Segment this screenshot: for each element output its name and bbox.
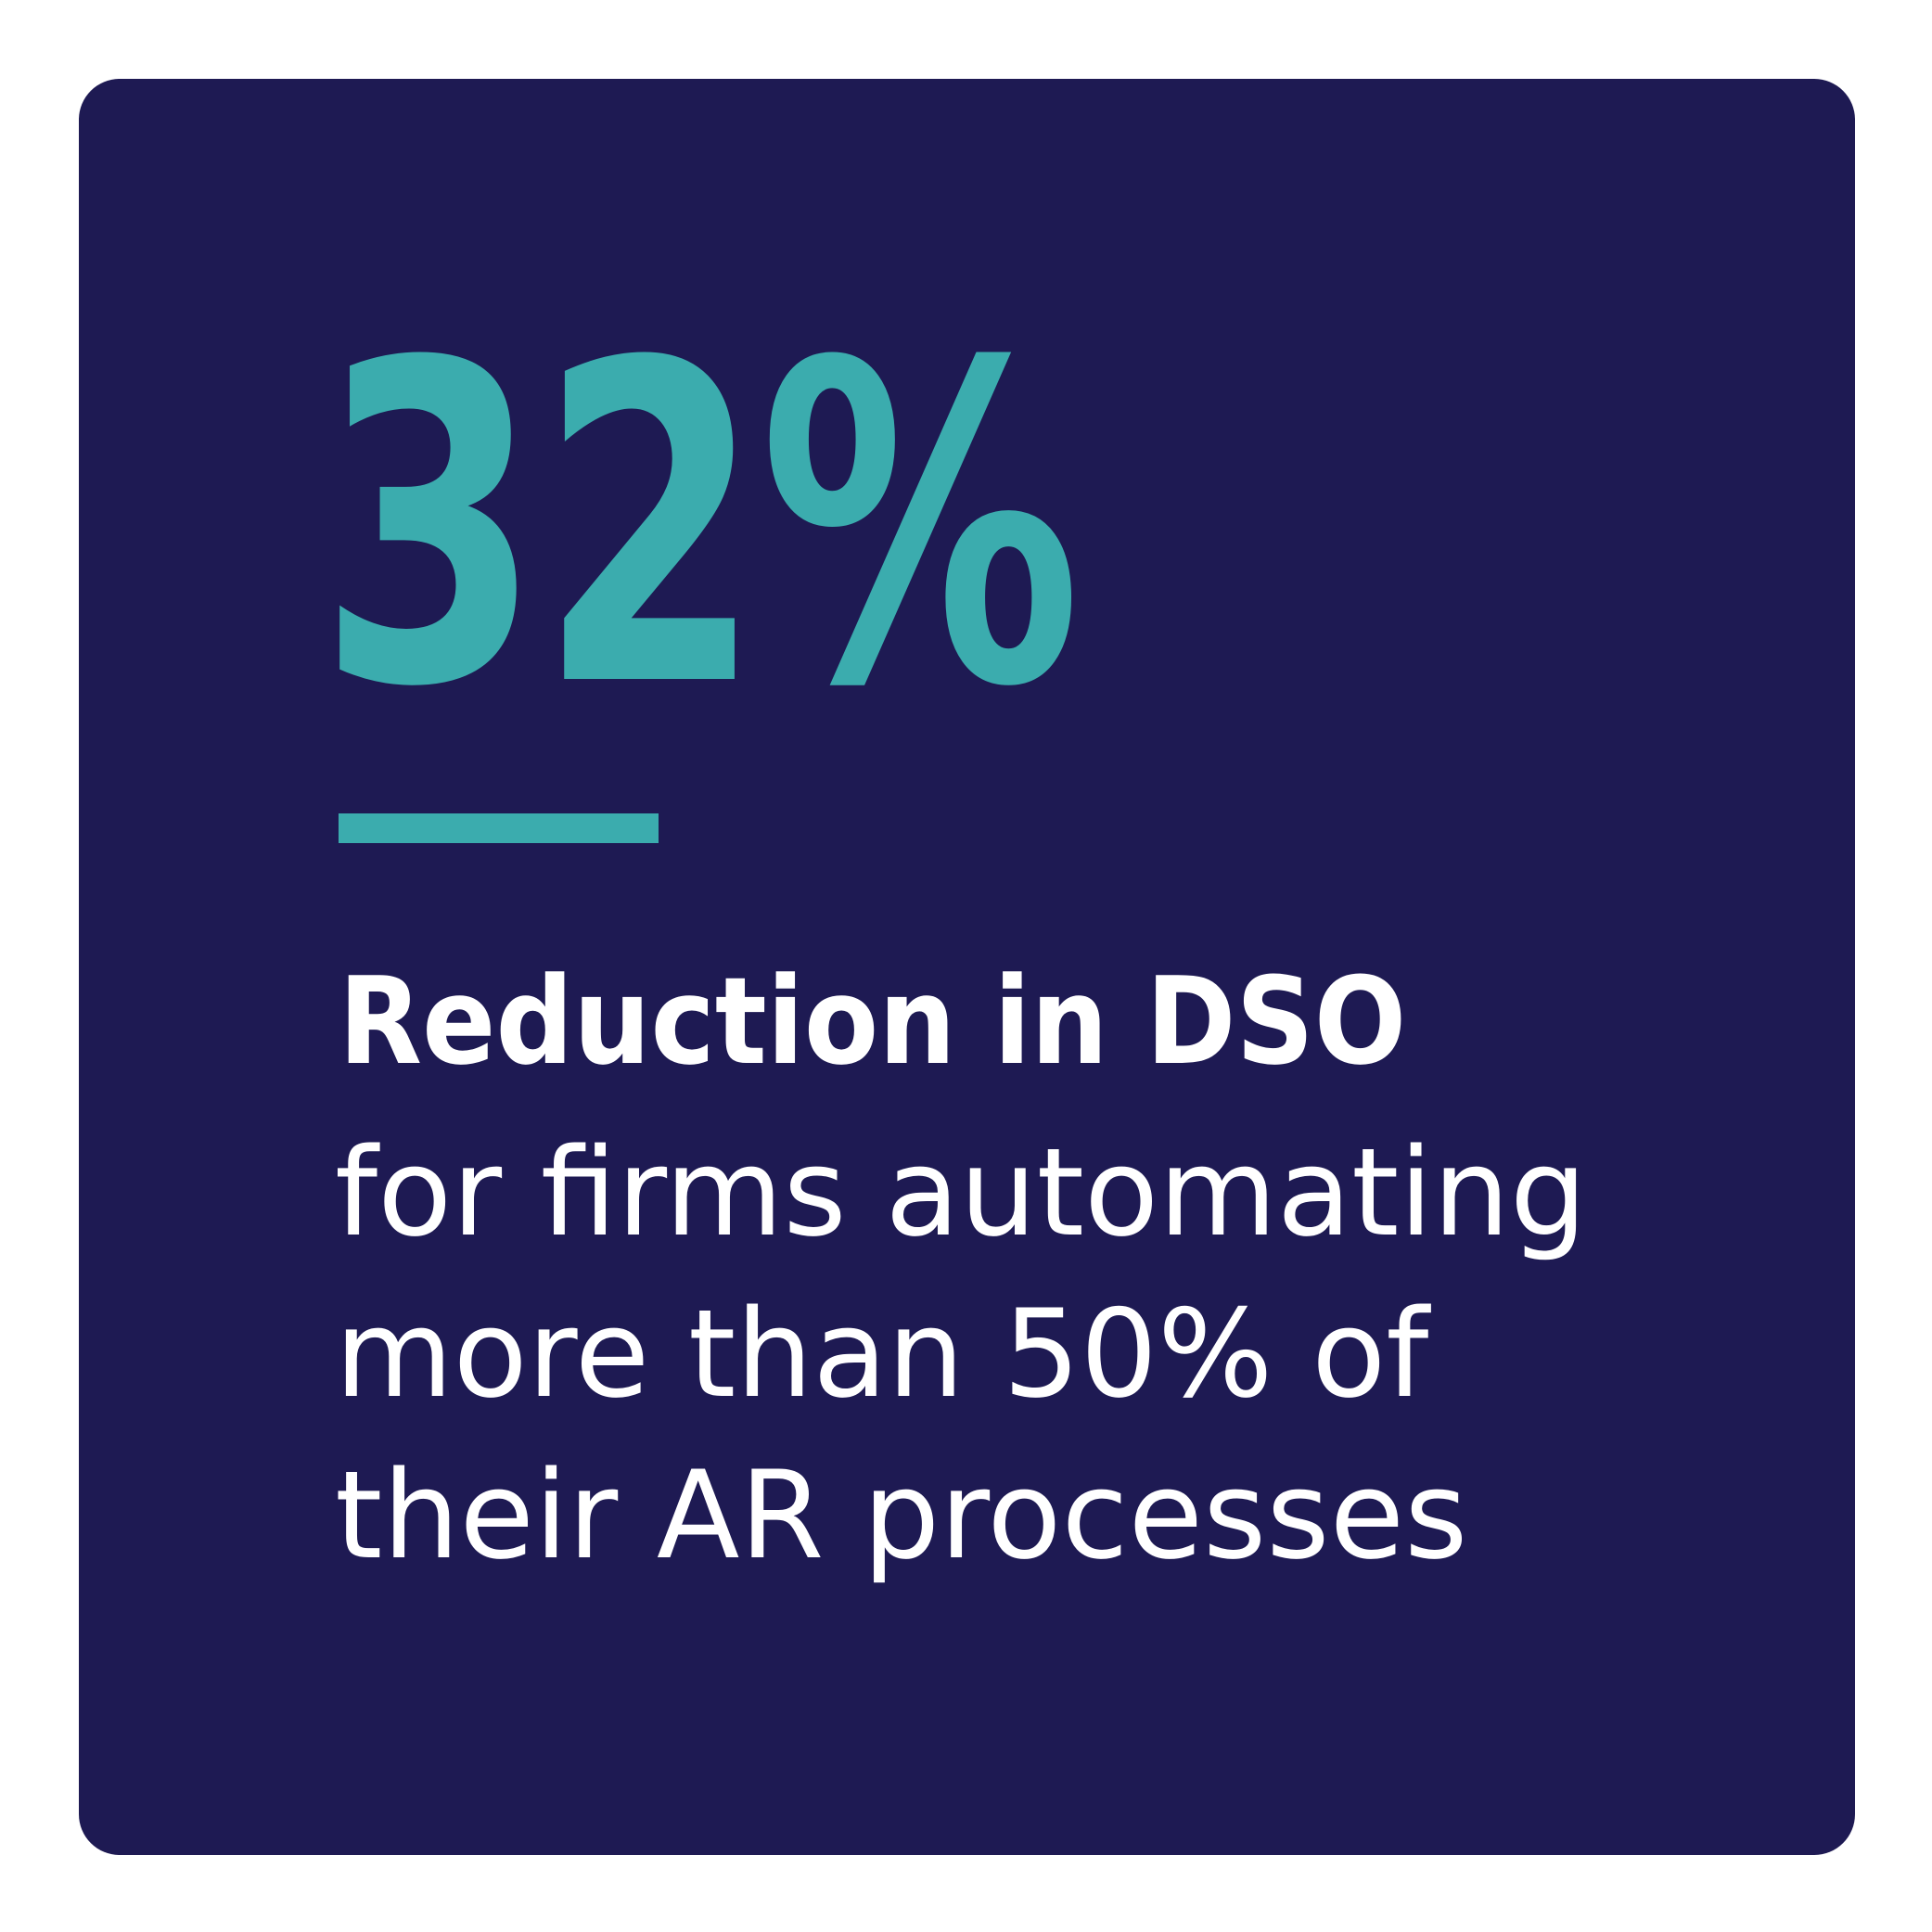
stat-card: 32% Reduction in DSO for firms automatin… <box>79 79 1855 1855</box>
stat-description: for firms automating more than 50% of th… <box>335 1112 1587 1596</box>
stat-heading: Reduction in DSO <box>339 951 1407 1092</box>
stat-value: 32% <box>318 271 1081 784</box>
accent-underline <box>339 813 659 843</box>
stat-description-line-2: more than 50% of <box>335 1283 1429 1425</box>
stat-description-line-3: their AR processes <box>335 1444 1468 1586</box>
stat-description-line-1: for firms automating <box>335 1121 1587 1263</box>
